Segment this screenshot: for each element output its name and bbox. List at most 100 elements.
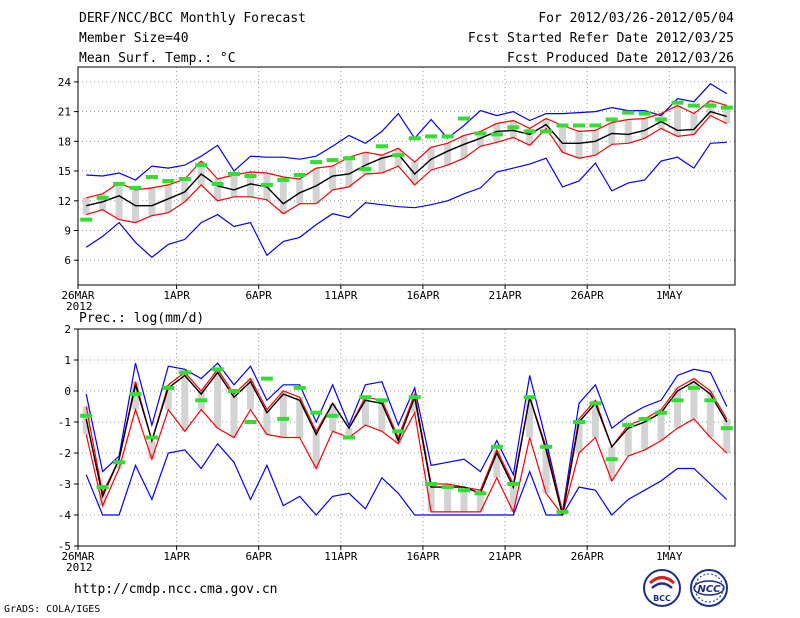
x-tick-label: 16APR [406,550,439,563]
spread-box [394,148,402,167]
spread-box [641,118,649,139]
spread-box [509,484,517,512]
x-tick-label: 6APR [245,289,272,302]
observation-marker [326,158,339,163]
observation-marker [573,123,585,128]
spread-box [674,105,681,137]
spread-box [263,409,271,435]
observation-marker [605,457,618,462]
observation-marker [687,103,700,108]
observation-marker [408,136,421,141]
observation-marker [343,435,355,440]
y-tick-label: 6 [64,254,71,267]
chart-title: DERF/NCC/BCC Monthly Forecast [79,11,306,26]
lower-std-line [85,407,728,517]
forecast-produced: Fcst Produced Date 2012/03/26 [507,51,734,66]
spread-box [641,418,649,450]
x-tick-label: 26MAR [61,550,94,563]
y-tick-label: 1 [64,354,71,367]
observation-marker [145,435,158,440]
spread-box [706,100,714,116]
x-tick-label: 26APR [571,550,604,563]
spread-box [723,105,731,124]
observation-marker [244,420,257,424]
spread-box [99,493,107,506]
spread-box [723,418,731,453]
observation-marker [113,181,126,186]
observation-marker [573,420,585,424]
spread-box [378,155,386,173]
spread-box [329,166,337,190]
spread-box [624,119,632,144]
spread-box [214,369,222,429]
spread-box [148,187,156,216]
x-tick-label: 6APR [245,550,272,563]
ensemble-mean-line [86,110,728,207]
spread-box [690,378,698,419]
lower-std-line [86,114,728,224]
observation-marker [113,460,126,465]
ncc-logo: NCC [690,569,728,607]
observation-marker [310,410,323,415]
observation-marker [540,129,553,134]
observation-marker [244,174,257,178]
spread-box [279,177,287,214]
observation-marker [540,444,553,449]
x-tick-label: 11APR [324,550,357,563]
spread-box [476,490,484,512]
spread-box [230,175,238,197]
source-url[interactable]: http://cmdp.ncc.cma.gov.cn [74,582,278,597]
spread-box [559,125,566,153]
observation-marker [343,156,355,161]
year-label: 2012 [66,300,93,313]
header-left: DERF/NCC/BCC Monthly Forecast Member Siz… [79,10,306,70]
observation-marker [326,413,339,418]
spread-box [460,487,468,512]
y-tick-label: -2 [58,447,71,460]
observation-marker [622,110,635,115]
observation-marker [293,385,306,390]
observation-marker [178,370,191,375]
spread-box [526,128,534,146]
spread-box [591,400,599,438]
observation-marker [655,410,668,415]
x-tick-label: 1APR [163,550,190,563]
observation-marker [458,116,470,121]
spread-box [181,372,189,432]
spread-box [296,397,304,438]
observation-marker [228,389,240,393]
observation-marker [129,392,142,397]
x-tick-label: 21APR [489,289,522,302]
observation-marker [260,182,273,187]
spread-box [690,113,698,135]
y-tick-label: 9 [64,225,71,238]
spread-box [542,446,550,494]
min-line [85,442,728,516]
observation-marker [589,401,602,406]
x-tick-label: 1MAY [656,550,683,563]
observation-marker [178,177,191,181]
y-tick-label: 24 [58,76,72,89]
bcc-logo-text: BCC [653,594,671,603]
y-tick-label: 18 [58,135,71,148]
observation-marker [589,123,602,128]
observation-marker [375,398,388,403]
spread-box [197,161,205,185]
spread-box [230,394,238,438]
max-line [85,362,728,513]
observation-marker [671,100,684,105]
min-line [85,141,727,259]
temp-panel-title: Mean Surf. Temp.: °C [79,51,236,66]
bcc-logo: BCC [643,569,681,607]
observation-marker [310,160,323,165]
observation-marker [195,398,208,403]
observation-marker [507,482,520,486]
observation-marker [490,132,503,137]
forecast-range: For 2012/03/26-2012/05/04 [538,11,734,26]
observation-marker [277,178,290,182]
spread-box [624,425,632,457]
observation-marker [80,217,93,222]
observation-marker [638,111,651,116]
observation-marker [474,491,487,496]
upper-std-line [85,368,728,513]
